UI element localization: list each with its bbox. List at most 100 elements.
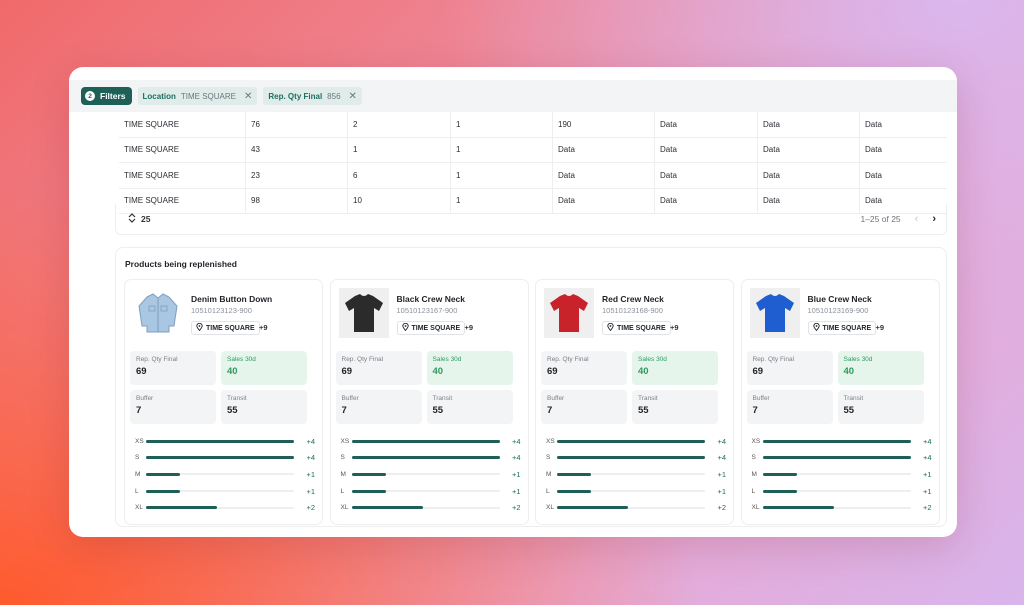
size-bar-fill bbox=[146, 456, 294, 460]
stat-label: Buffer bbox=[547, 395, 565, 402]
stat-rep-qty: Rep. Qty Final 69 bbox=[541, 351, 627, 385]
size-label: XS bbox=[135, 437, 144, 445]
stat-label: Rep. Qty Final bbox=[136, 356, 178, 363]
size-delta: +1 bbox=[511, 469, 521, 479]
red-tshirt-icon bbox=[544, 288, 594, 338]
size-row: S +4 bbox=[546, 453, 726, 463]
table-row[interactable]: TIME SQUARE 23 6 1 Data Data Data Data bbox=[119, 163, 947, 189]
size-delta: +4 bbox=[511, 436, 521, 446]
size-delta: +1 bbox=[306, 486, 315, 496]
stat-value: 55 bbox=[638, 405, 649, 416]
size-row: XS +4 bbox=[135, 436, 315, 446]
filter-chip-location[interactable]: Location TIME SQUARE ✕ bbox=[137, 87, 258, 105]
table-cell: 2 bbox=[347, 112, 450, 137]
stat-label: Rep. Qty Final bbox=[752, 356, 795, 363]
product-sku: 10510123123-900 bbox=[191, 306, 252, 315]
size-bar-track bbox=[557, 456, 705, 460]
size-bar-fill bbox=[351, 506, 423, 510]
size-bar-fill bbox=[557, 456, 705, 460]
size-bar-fill bbox=[762, 506, 834, 510]
size-bar-track bbox=[762, 472, 911, 476]
size-row: L +1 bbox=[546, 486, 726, 496]
size-label: XS bbox=[340, 437, 350, 445]
location-pin-icon bbox=[607, 322, 614, 333]
size-delta: +4 bbox=[922, 453, 932, 463]
chevron-up-down-icon bbox=[128, 213, 136, 225]
filters-button-label: Filters bbox=[100, 91, 126, 101]
size-bar-fill bbox=[557, 472, 592, 476]
size-bar-track bbox=[146, 472, 294, 476]
size-label: XL bbox=[135, 504, 143, 512]
size-bar-track bbox=[351, 489, 500, 493]
stat-sales-30d: Sales 30d 40 bbox=[837, 351, 924, 385]
product-name: Blue Crew Neck bbox=[807, 294, 872, 304]
table-cell: Data bbox=[757, 163, 859, 188]
table-cell: Data bbox=[654, 112, 757, 137]
blue-tshirt-icon bbox=[749, 288, 800, 338]
size-bar-track bbox=[146, 489, 294, 493]
location-badge[interactable]: TIME SQUARE bbox=[191, 321, 260, 335]
location-label: TIME SQUARE bbox=[206, 324, 255, 332]
table-cell: 10 bbox=[347, 188, 450, 213]
product-card[interactable]: Denim Button Down 10510123123-900 TIME SQU… bbox=[124, 279, 323, 525]
table-cell: 1 bbox=[450, 112, 552, 137]
size-delta: +4 bbox=[511, 453, 521, 463]
product-card[interactable]: Red Crew Neck 10510123168-900 TIME SQUARE +… bbox=[535, 279, 734, 525]
filters-button[interactable]: 2 Filters bbox=[81, 87, 132, 105]
size-delta: +2 bbox=[922, 503, 932, 513]
size-delta: +4 bbox=[717, 436, 726, 446]
close-icon[interactable]: ✕ bbox=[348, 90, 357, 102]
location-badge[interactable]: TIME SQUARE bbox=[807, 321, 877, 335]
page-size-selector[interactable]: 25 bbox=[128, 213, 150, 225]
chevron-left-icon[interactable]: ‹ bbox=[914, 213, 919, 225]
table-cell: 23 bbox=[245, 163, 347, 188]
table-cell: Data bbox=[859, 163, 947, 188]
size-delta: +1 bbox=[306, 469, 315, 479]
table-cell: 76 bbox=[245, 112, 347, 137]
size-row: XS +4 bbox=[341, 436, 521, 446]
table-cell: TIME SQUARE bbox=[124, 196, 180, 206]
size-label: XS bbox=[751, 437, 761, 445]
location-badge[interactable]: TIME SQUARE bbox=[396, 321, 466, 335]
stat-buffer: Buffer 7 bbox=[335, 390, 422, 424]
table-cell: 1 bbox=[450, 163, 552, 188]
chevron-right-icon[interactable]: › bbox=[932, 213, 936, 225]
location-label: TIME SQUARE bbox=[822, 324, 872, 332]
table-cell: TIME SQUARE bbox=[124, 145, 180, 155]
size-label: L bbox=[546, 487, 550, 495]
stat-value: 55 bbox=[843, 405, 855, 416]
more-locations-count[interactable]: +9 bbox=[875, 323, 885, 332]
table-row[interactable]: TIME SQUARE 76 2 1 190 Data Data Data bbox=[119, 112, 947, 138]
more-locations-count[interactable]: +9 bbox=[464, 323, 474, 332]
stat-buffer: Buffer 7 bbox=[746, 390, 833, 424]
size-row: M +1 bbox=[546, 469, 726, 479]
more-locations-count[interactable]: +9 bbox=[259, 323, 268, 332]
table-cell: Data bbox=[859, 137, 947, 162]
size-row: L +1 bbox=[135, 486, 315, 496]
stat-label: Transit bbox=[227, 395, 247, 402]
size-row: M +1 bbox=[341, 469, 521, 479]
size-row: XS +4 bbox=[546, 436, 726, 446]
size-bar-fill bbox=[762, 439, 911, 443]
size-label: S bbox=[751, 454, 756, 462]
filter-chip-rep-qty[interactable]: Rep. Qty Final 856 ✕ bbox=[263, 87, 362, 105]
size-bar-fill bbox=[351, 472, 386, 476]
more-locations-count[interactable]: +9 bbox=[670, 323, 679, 332]
stat-buffer: Buffer 7 bbox=[130, 390, 216, 424]
product-card[interactable]: Blue Crew Neck 10510123169-900 TIME SQUARE… bbox=[740, 279, 940, 525]
stat-value: 69 bbox=[136, 366, 147, 377]
size-delta: +4 bbox=[717, 453, 726, 463]
size-label: M bbox=[751, 470, 757, 478]
table-row[interactable]: TIME SQUARE 98 10 1 Data Data Data Data bbox=[119, 188, 947, 214]
size-bar-fill bbox=[351, 439, 500, 443]
location-badge[interactable]: TIME SQUARE bbox=[602, 321, 671, 335]
product-card[interactable]: Black Crew Neck 10510123167-900 TIME SQUAR… bbox=[329, 279, 529, 525]
size-bar-track bbox=[146, 506, 294, 510]
table-row[interactable]: TIME SQUARE 43 1 1 Data Data Data Data bbox=[119, 137, 947, 163]
close-icon[interactable]: ✕ bbox=[243, 90, 253, 102]
stat-label: Rep. Qty Final bbox=[547, 356, 589, 363]
size-bar-track bbox=[557, 506, 705, 510]
table-cell: 6 bbox=[347, 163, 450, 188]
size-row: S +4 bbox=[752, 453, 932, 463]
size-label: XS bbox=[546, 437, 555, 445]
